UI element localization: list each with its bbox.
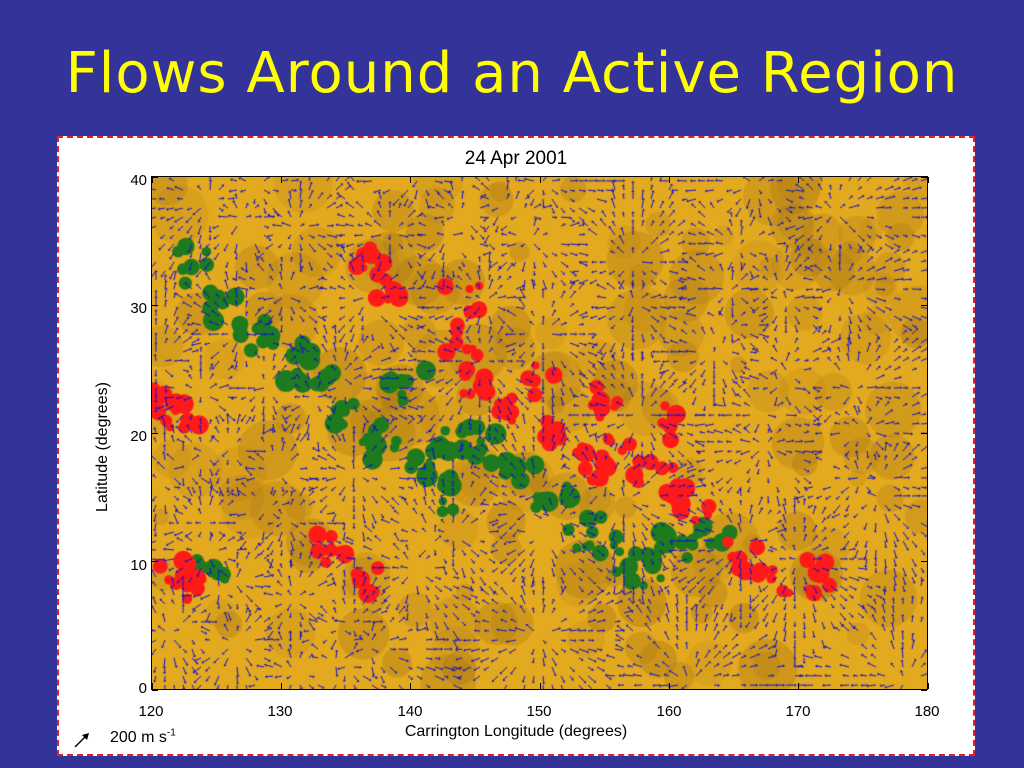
reference-value: 200 bbox=[110, 729, 137, 746]
x-tick-mark bbox=[798, 177, 800, 183]
y-tick-mark bbox=[921, 304, 927, 306]
x-tick-mark bbox=[280, 177, 282, 183]
x-tick-mark bbox=[668, 177, 670, 183]
y-tick-mark bbox=[921, 176, 927, 178]
y-tick-label: 0 bbox=[138, 680, 147, 697]
figure: 24 Apr 2001 40 30 20 10 0 120 130 140 15… bbox=[59, 138, 973, 754]
y-tick-mark bbox=[921, 561, 927, 563]
reference-unit: m s bbox=[141, 729, 167, 746]
x-tick-label: 150 bbox=[526, 703, 552, 720]
reference-arrow-icon bbox=[74, 733, 89, 748]
y-tick-label: 20 bbox=[130, 428, 147, 445]
figure-title: 24 Apr 2001 bbox=[464, 148, 568, 169]
x-tick-mark bbox=[798, 683, 800, 689]
x-tick-mark bbox=[927, 177, 929, 183]
y-axis-label: Latitude (degrees) bbox=[94, 382, 111, 512]
x-axis-label: Carrington Longitude (degrees) bbox=[404, 723, 628, 740]
y-tick-mark bbox=[152, 176, 158, 178]
x-tick-mark bbox=[280, 683, 282, 689]
figure-frame: 24 Apr 2001 40 30 20 10 0 120 130 140 15… bbox=[57, 136, 975, 756]
x-tick-label: 120 bbox=[138, 703, 164, 720]
y-tick-mark bbox=[152, 689, 158, 691]
x-tick-mark bbox=[410, 683, 412, 689]
x-tick-mark bbox=[410, 177, 412, 183]
flow-map-image bbox=[152, 177, 927, 689]
x-tick-mark bbox=[927, 683, 929, 689]
x-tick-label: 130 bbox=[267, 703, 293, 720]
x-tick-label: 140 bbox=[397, 703, 423, 720]
x-tick-label: 170 bbox=[785, 703, 811, 720]
reference-exponent: -1 bbox=[166, 727, 176, 739]
x-tick-mark bbox=[668, 683, 670, 689]
x-tick-mark bbox=[539, 683, 541, 689]
flow-map-plot bbox=[151, 176, 929, 691]
y-tick-label: 40 bbox=[130, 172, 147, 189]
y-tick-label: 30 bbox=[130, 300, 147, 317]
x-tick-mark bbox=[151, 683, 153, 689]
slide-title: Flows Around an Active Region bbox=[65, 41, 959, 106]
x-tick-mark bbox=[539, 177, 541, 183]
y-tick-mark bbox=[152, 433, 158, 434]
y-tick-mark bbox=[152, 304, 158, 306]
y-tick-mark bbox=[152, 561, 158, 563]
x-tick-label: 160 bbox=[656, 703, 682, 720]
y-tick-label: 10 bbox=[130, 557, 147, 574]
reference-vector-label: 200 m s-1 bbox=[110, 727, 176, 747]
y-tick-mark bbox=[921, 689, 927, 691]
x-tick-mark bbox=[151, 177, 153, 183]
y-tick-mark bbox=[921, 433, 927, 434]
x-tick-label: 180 bbox=[914, 703, 940, 720]
